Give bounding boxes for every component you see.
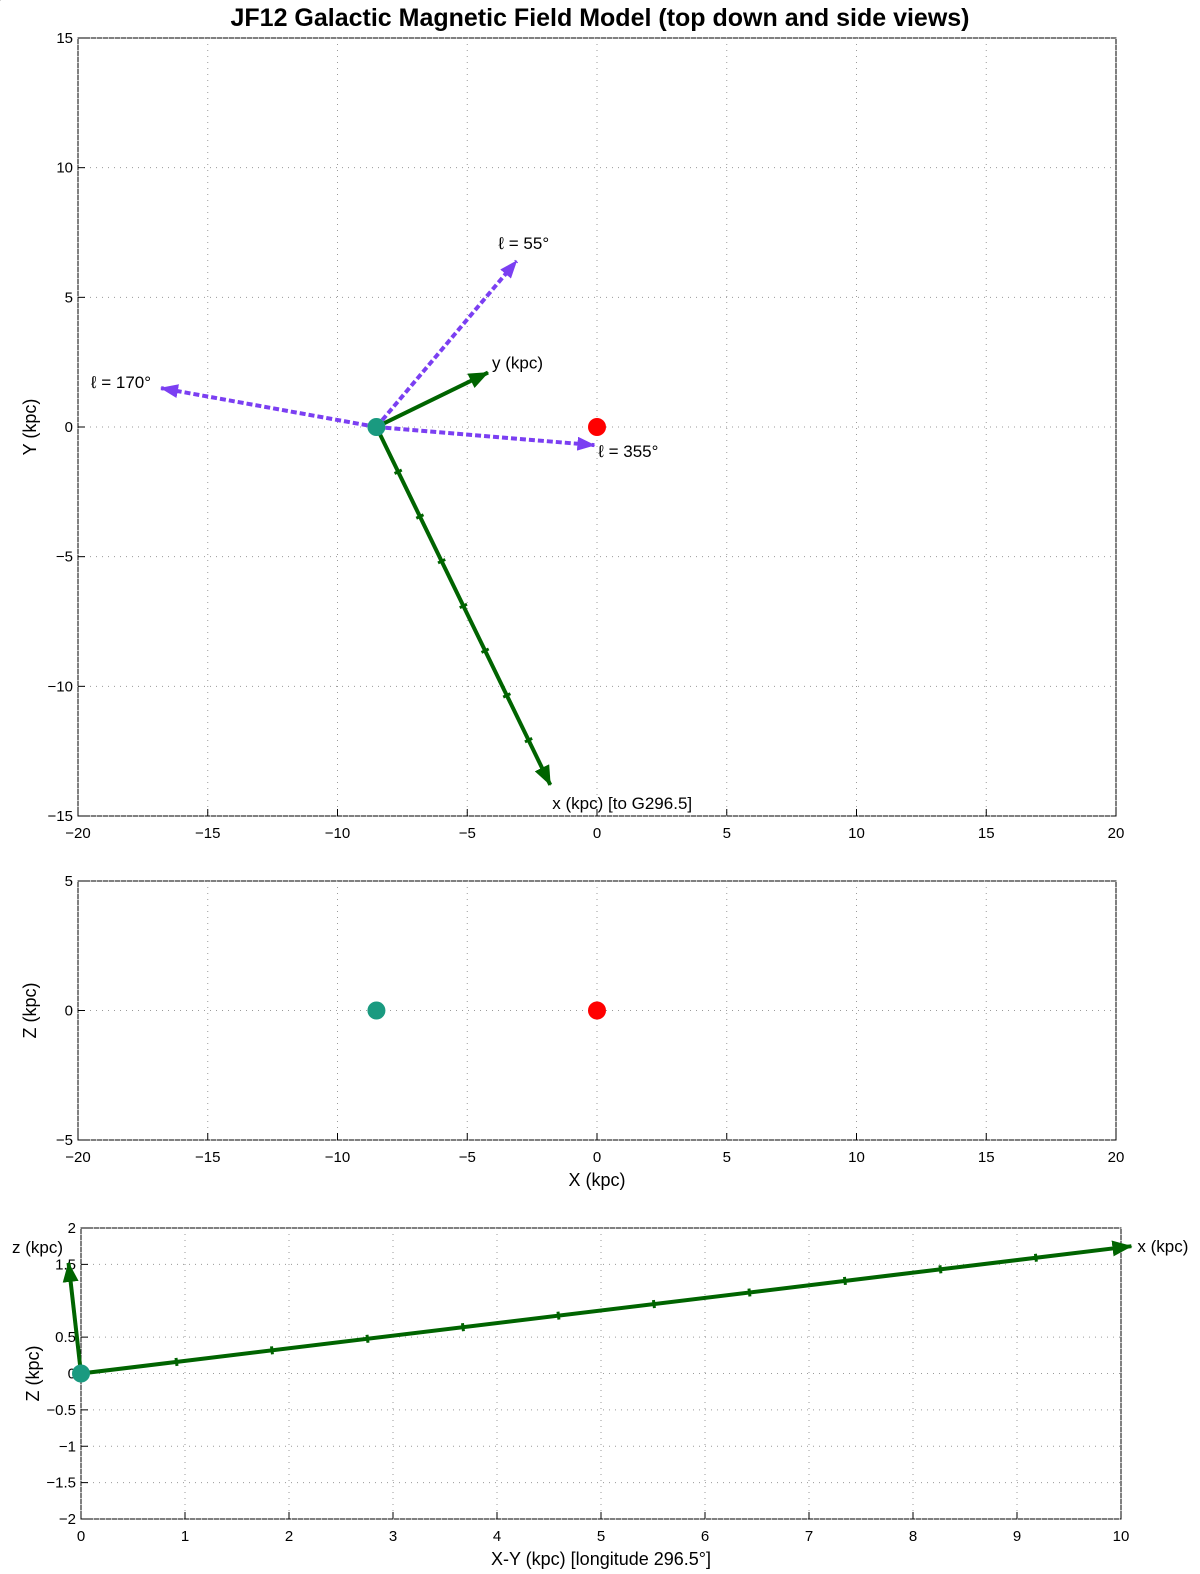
panel-3-x-tick-label: 9 xyxy=(1013,1528,1021,1545)
panel-3-x-tick-label: 5 xyxy=(597,1528,605,1545)
cut-axis-arrow-2 xyxy=(62,1261,83,1374)
panel-2-x-tick-label: −15 xyxy=(195,1149,220,1166)
longitude-arrow-1 xyxy=(374,259,519,429)
panel-1-x-tick-label: 10 xyxy=(848,825,865,842)
panel-3-y-tick-label: −1 xyxy=(59,1438,76,1455)
panel-2-x-tick-label: 0 xyxy=(593,1149,601,1166)
figure-title: JF12 Galactic Magnetic Field Model (top … xyxy=(230,4,970,32)
panel-3-y-tick-label: 1.5 xyxy=(55,1256,76,1273)
panel-1-y-tick-label: 5 xyxy=(65,289,73,306)
panel-3-x-tick-label: 10 xyxy=(1113,1528,1130,1545)
cut-axis-arrow-1-tick xyxy=(651,1299,656,1309)
panel-2-y-tick-label: 0 xyxy=(65,1003,73,1020)
panel-1-x-tick-label: 15 xyxy=(978,825,995,842)
panel-3-y-tick-label: −0.5 xyxy=(46,1402,76,1419)
longitude-arrow-3-label: ℓ = 355° xyxy=(597,442,658,461)
panel-1-y-tick-label: 0 xyxy=(65,419,73,436)
cut-axis-arrow-1-tick xyxy=(174,1357,179,1367)
axis-arrow-2-tick xyxy=(415,513,425,520)
panel-1-y-tick-label: 15 xyxy=(56,30,73,47)
cut-axis-arrow-1-tick xyxy=(842,1276,847,1286)
panel-3-y-tick-label: 0.5 xyxy=(55,1329,76,1346)
cut-axis-arrow-1-tick xyxy=(1033,1253,1038,1262)
panel-2-y-axis-label: Z (kpc) xyxy=(20,983,40,1039)
panel-2-y-tick-label: −5 xyxy=(56,1132,73,1149)
longitude-arrow-2 xyxy=(160,384,377,429)
panel-3-x-tick-label: 3 xyxy=(389,1528,397,1545)
axis-arrow-2-tick xyxy=(437,558,446,565)
axis-arrow-2-tick xyxy=(393,468,403,475)
panel-1-y-tick-label: −5 xyxy=(56,549,73,566)
cut-axis-arrow-2-label: z (kpc) xyxy=(12,1238,63,1257)
panel-2-x-tick-label: −5 xyxy=(459,1149,476,1166)
panel-2-x-axis-label: X (kpc) xyxy=(568,1170,625,1190)
longitude-arrow-1-label: ℓ = 55° xyxy=(498,234,550,253)
panel-1-x-tick-label: −10 xyxy=(325,825,350,842)
panel-3-x-tick-label: 1 xyxy=(181,1528,189,1545)
longitude-arrow-3 xyxy=(376,425,596,451)
axis-arrow-1-label: y (kpc) xyxy=(492,354,543,373)
panel-1-x-tick-label: 20 xyxy=(1108,825,1125,842)
cut-axis-arrow-1 xyxy=(80,1240,1133,1376)
panel-2-x-tick-label: 10 xyxy=(848,1149,865,1166)
panel-2-x-tick-label: 15 xyxy=(978,1149,995,1166)
panel-1-y-tick-label: 10 xyxy=(56,160,73,177)
axis-arrow-2-tick xyxy=(502,692,512,699)
panel-1-x-tick-label: 0 xyxy=(593,825,601,842)
panel-2-x-tick-label: −10 xyxy=(325,1149,350,1166)
panel-3-y-tick-label: −1.5 xyxy=(46,1475,76,1492)
axis-arrow-2-tick xyxy=(480,647,490,654)
axis-arrow-1 xyxy=(375,370,489,429)
panel-3-y-axis-label: Z (kpc) xyxy=(23,1346,43,1402)
panel-1-x-tick-label: 5 xyxy=(723,825,731,842)
panel-3-y-tick-label: −2 xyxy=(59,1511,76,1528)
chart-panel-2: −20 −15 −10 −5 0 5 10 15 20 5 0 −5 X (kpc) Z (kpc) xyxy=(20,873,1125,1190)
axis-arrow-2-tick xyxy=(524,737,533,744)
cut-axis-arrow-1-tick xyxy=(747,1288,752,1297)
panel-2-x-tick-label: −20 xyxy=(65,1149,90,1166)
panel-3-y-tick-label: 0 xyxy=(68,1366,76,1383)
panel-3-x-tick-label: 2 xyxy=(285,1528,293,1545)
galactic-center-marker xyxy=(588,418,606,436)
panel-1-y-tick-label: −10 xyxy=(48,678,73,695)
longitude-arrow-2-label: ℓ = 170° xyxy=(90,373,151,392)
cut-axis-arrow-1-tick xyxy=(365,1334,370,1343)
cut-axis-arrow-1-tick xyxy=(938,1265,943,1274)
galactic-center-marker xyxy=(588,1001,606,1020)
panel-1-x-tick-label: −20 xyxy=(65,825,90,842)
axis-arrow-2-tick xyxy=(459,602,468,610)
panel-3-x-tick-label: 6 xyxy=(701,1528,709,1545)
cut-axis-arrow-1-tick xyxy=(270,1346,274,1355)
sun-marker xyxy=(72,1364,90,1383)
panel-2-x-tick-label: 5 xyxy=(723,1149,731,1166)
sun-marker xyxy=(367,418,386,436)
panel-2-y-tick-label: 5 xyxy=(65,873,73,890)
panel-1-y-tick-label: −15 xyxy=(48,808,73,825)
panel-3-y-tick-label: 2 xyxy=(68,1220,76,1237)
panel-3-x-tick-label: 0 xyxy=(77,1528,85,1545)
panel-3-x-tick-label: 7 xyxy=(805,1528,813,1545)
cut-axis-arrow-1-tick xyxy=(556,1311,561,1320)
cut-axis-arrow-1-label: x (kpc) xyxy=(1137,1237,1188,1256)
panel-3-x-tick-label: 8 xyxy=(909,1528,917,1545)
cut-axis-arrow-1-tick xyxy=(460,1323,465,1332)
panel-2-x-tick-label: 20 xyxy=(1108,1149,1125,1166)
panel-1-x-tick-label: −5 xyxy=(459,825,476,842)
panel-3-x-tick-label: 4 xyxy=(493,1528,501,1545)
axis-arrow-2-label: x (kpc) [to G296.5] xyxy=(552,794,692,813)
panel-1-x-tick-label: −15 xyxy=(195,825,220,842)
sun-marker xyxy=(367,1001,386,1020)
panel-1-y-axis-label: Y (kpc) xyxy=(20,399,40,456)
panel-3-x-axis-label: X-Y (kpc) [longitude 296.5°] xyxy=(491,1549,711,1569)
